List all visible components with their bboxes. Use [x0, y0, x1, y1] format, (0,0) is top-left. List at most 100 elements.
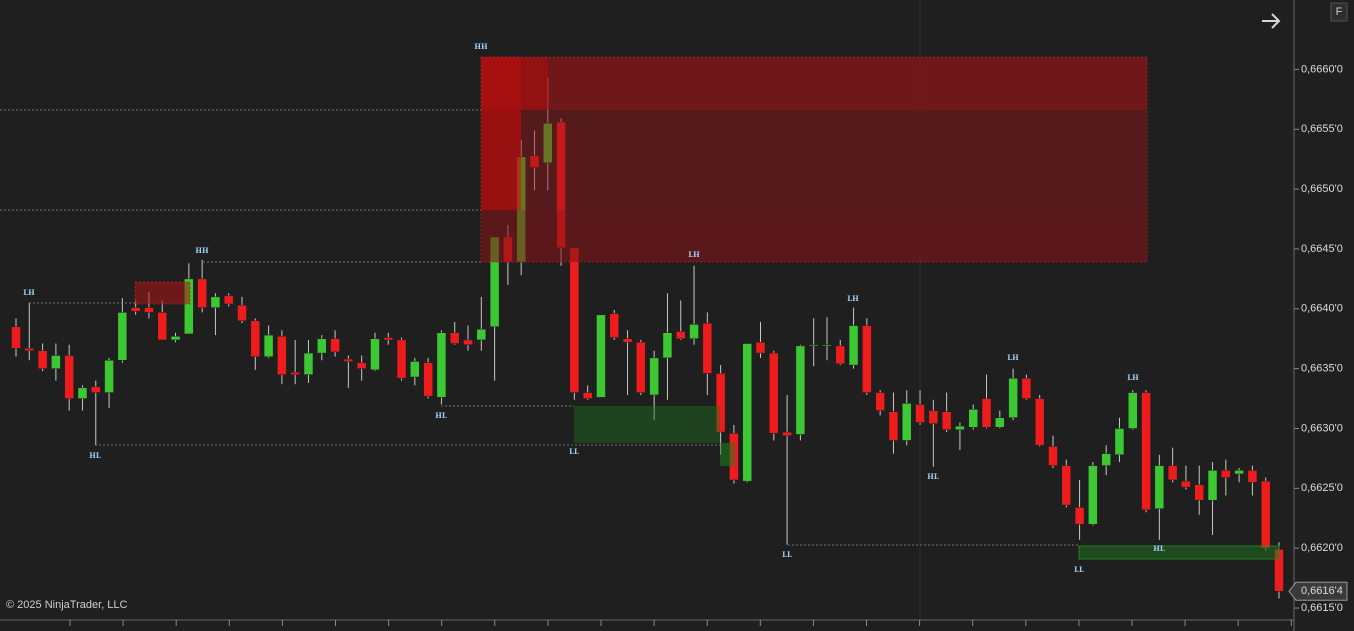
supply-zone-band — [481, 210, 1147, 262]
candle-body — [144, 307, 154, 313]
panel-button-label: F — [1336, 6, 1343, 18]
supply-zone-origin — [521, 57, 548, 110]
y-tick-label: 0,6640'0 — [1301, 303, 1343, 315]
y-tick-label: 0,6630'0 — [1301, 422, 1343, 434]
candle-body — [529, 155, 540, 168]
candle-body — [91, 386, 101, 393]
candle-body — [755, 342, 766, 354]
candle-body — [330, 338, 340, 353]
candle-body — [277, 336, 287, 375]
candle-body — [901, 403, 912, 441]
candle-body — [410, 361, 420, 378]
candle-body — [702, 322, 713, 374]
candle-body — [157, 312, 167, 341]
candle-body — [170, 336, 181, 341]
candle-body — [1088, 465, 1098, 525]
candle-body — [104, 360, 114, 393]
scroll-arrow[interactable] — [1262, 13, 1281, 29]
candle-body — [941, 411, 952, 430]
y-tick-label: 0,6620'0 — [1301, 542, 1343, 554]
candle-body — [356, 362, 367, 369]
swing-label: LH — [1127, 373, 1139, 382]
candle-layer — [11, 77, 1284, 599]
swing-label: LL — [569, 447, 579, 456]
candle-body — [1061, 465, 1072, 506]
candle-body — [662, 332, 673, 359]
y-tick-label: 0,6655'0 — [1301, 123, 1343, 135]
candle-body — [848, 325, 859, 366]
candle-body — [955, 425, 965, 430]
y-tick-label: 0,6650'0 — [1301, 183, 1343, 195]
swing-labels: LH HL HH HH HL LL LH LL LH HL LH LL LH H… — [23, 42, 1165, 574]
swing-label: HL — [927, 472, 939, 481]
candle-body — [822, 344, 832, 347]
candle-body — [37, 350, 48, 369]
candle-body — [556, 121, 566, 249]
candle-body — [24, 348, 35, 351]
candle-body — [117, 312, 128, 361]
candle-body — [303, 352, 314, 375]
candle-body — [1021, 377, 1032, 399]
supply-zone-band — [481, 57, 1147, 110]
candle-body — [715, 373, 726, 433]
candle-body — [1260, 480, 1271, 549]
candle-body — [51, 355, 61, 369]
candle-body — [11, 326, 21, 349]
demand-zone — [720, 443, 735, 466]
y-tick-label: 0,6660'0 — [1301, 63, 1343, 75]
swing-label: LL — [782, 550, 792, 559]
candle-body — [383, 337, 394, 341]
candle-body — [689, 324, 699, 339]
candle-body — [317, 338, 327, 354]
last-price-tag — [1288, 581, 1348, 601]
candle-body — [1141, 392, 1151, 511]
swing-label: LH — [847, 294, 859, 303]
candle-body — [795, 345, 806, 435]
copyright: © 2025 NinjaTrader, LLC — [6, 599, 127, 611]
candle-body — [1101, 453, 1111, 466]
swing-label: LH — [23, 288, 35, 297]
candle-body — [1234, 470, 1244, 475]
candle-body — [675, 331, 686, 339]
candle-body — [1114, 428, 1125, 456]
candle-body — [290, 371, 300, 375]
candle-body — [928, 410, 939, 424]
supply-zone — [481, 57, 1147, 262]
candle-body — [995, 417, 1005, 428]
swing-label: HL — [435, 411, 447, 420]
y-tick-label: 0,6615'0 — [1301, 602, 1343, 614]
candle-body — [1128, 392, 1138, 429]
candle-body — [622, 338, 633, 343]
y-tick-label: 0,6645'0 — [1301, 243, 1343, 255]
last-price-label: 0,6616'4 — [1301, 585, 1343, 597]
swing-label: HH — [474, 42, 488, 51]
candle-body — [197, 278, 207, 308]
supply-zone — [134, 281, 191, 305]
candle-body — [1207, 470, 1218, 501]
candle-body — [742, 343, 752, 482]
candle-body — [968, 409, 978, 428]
candle-body — [250, 320, 261, 357]
candle-body — [1074, 507, 1085, 525]
supply-zone-border — [480, 56, 1148, 263]
candle-body — [1247, 470, 1258, 483]
candle-body — [237, 304, 247, 322]
candle-body — [875, 392, 885, 411]
candle-body — [649, 357, 659, 396]
candle-body — [596, 314, 606, 398]
y-tick-label: 0,6635'0 — [1301, 363, 1343, 375]
candle-body — [476, 328, 487, 341]
candle-body — [1008, 377, 1018, 418]
candle-body — [915, 404, 925, 423]
swing-label: LH — [688, 250, 700, 259]
zones — [0, 56, 1280, 560]
candle-body — [609, 313, 620, 338]
candle-body — [64, 355, 74, 399]
candle-body — [1154, 465, 1165, 509]
candle-body — [1034, 398, 1045, 446]
candle-body — [582, 392, 593, 399]
panel-button[interactable] — [1330, 2, 1348, 22]
swing-label: HL — [89, 451, 101, 460]
